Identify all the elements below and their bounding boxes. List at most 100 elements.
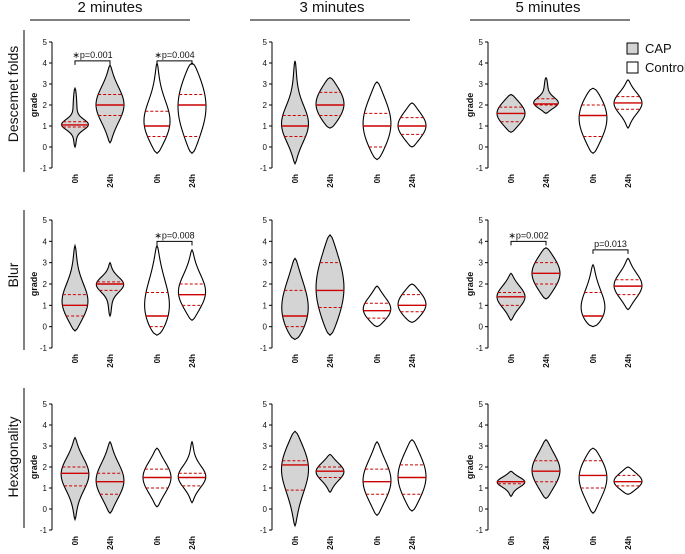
panel-blur-2-minutes-x-tick-label: 24h xyxy=(106,354,115,368)
panel-descemet-folds-2-minutes-violin-cap-0h xyxy=(60,86,90,149)
panel-hexagonality-5-minutes-y-tick-label: 1 xyxy=(479,484,484,493)
panel-blur-3-minutes-y-tick-label: 4 xyxy=(263,237,268,246)
panel-blur-2-minutes-y-tick-label: -1 xyxy=(40,344,48,353)
panel-hexagonality-2-minutes-y-tick-label: 5 xyxy=(43,400,48,409)
panel-blur-2-minutes-y-tick-label: 4 xyxy=(43,237,48,246)
panel-blur-5-minutes-p-value-label: p=0.013 xyxy=(594,239,627,249)
panel-hexagonality-3-minutes-violin-control-24h xyxy=(397,438,427,512)
panel-blur-3-minutes-y-tick-label: 1 xyxy=(263,301,268,310)
panel-blur-2-minutes-x-tick-label: 0h xyxy=(153,354,162,363)
panel-blur-3-minutes-x-tick-label: 24h xyxy=(326,354,335,368)
panel-descemet-folds-2-minutes-significance-bracket xyxy=(156,60,193,65)
panel-descemet-folds-3-minutes-x-tick-label: 24h xyxy=(408,174,417,188)
panel-descemet-folds-2-minutes-x-tick-label: 24h xyxy=(106,174,115,188)
panel-hexagonality-3-minutes-y-tick-label: 2 xyxy=(263,463,268,472)
panel-descemet-folds-2-minutes-y-tick-label: 5 xyxy=(43,38,48,47)
panel-blur-5-minutes-y-tick-label: 3 xyxy=(479,259,484,268)
panel-blur-5-minutes-violin-control-0h xyxy=(580,263,606,328)
panel-descemet-folds-3-minutes-violin-control-24h xyxy=(397,102,427,148)
panel-hexagonality-2-minutes-y-tick-label: 2 xyxy=(43,463,48,472)
panel-hexagonality-2-minutes-violin-cap-0h xyxy=(60,436,90,522)
panel-blur-5-minutes-p-value-label: ∗p=0.002 xyxy=(508,230,548,240)
panel-descemet-folds-5-minutes-y-tick-label: 0 xyxy=(479,143,484,152)
panel-hexagonality-5-minutes-y-tick-label: 5 xyxy=(479,400,484,409)
panel-blur-3-minutes-y-tick-label: 5 xyxy=(263,216,268,225)
panel-hexagonality-5-minutes-violin-control-0h xyxy=(578,447,608,514)
panel-hexagonality-3-minutes-x-tick-label: 24h xyxy=(326,536,335,550)
panel-blur-5-minutes-x-tick-label: 0h xyxy=(507,354,516,363)
panel-blur-5-minutes-y-tick-label: 5 xyxy=(479,216,484,225)
panel-hexagonality-5-minutes-y-tick-label: 4 xyxy=(479,421,484,430)
panel-hexagonality-2-minutes-y-tick-label: -1 xyxy=(40,526,48,535)
panel-descemet-folds-3-minutes-y-tick-label: 0 xyxy=(263,143,268,152)
panel-descemet-folds-5-minutes-x-tick-label: 24h xyxy=(624,174,633,188)
panel-descemet-folds-2-minutes-p-value-label: ∗p=0.004 xyxy=(154,50,194,60)
panel-descemet-folds-2-minutes-x-tick-label: 0h xyxy=(153,174,162,183)
panel-hexagonality-3-minutes-y-tick-label: 4 xyxy=(263,421,268,430)
panel-blur-2-minutes-violin-cap-24h xyxy=(95,261,125,318)
panel-hexagonality-5-minutes-y-tick-label: 3 xyxy=(479,442,484,451)
panel-blur-2-minutes-significance-bracket xyxy=(156,240,193,246)
panel-blur-2-minutes-y-tick-label: 5 xyxy=(43,216,48,225)
panel-descemet-folds-3-minutes-y-tick-label: -1 xyxy=(260,164,268,173)
column-header-5min: 5 minutes xyxy=(515,0,580,16)
panel-hexagonality-2-minutes-violin-control-24h xyxy=(177,440,207,504)
panel-blur-3-minutes-x-tick-label: 24h xyxy=(408,354,417,368)
panel-hexagonality-2-minutes-x-tick-label: 0h xyxy=(71,536,80,545)
panel-blur-3-minutes-y-tick-label: 2 xyxy=(263,280,268,289)
panel-hexagonality-3-minutes-violin-cap-0h xyxy=(280,430,310,528)
panel-blur-5-minutes-y-tick-label: 1 xyxy=(479,301,484,310)
panel-blur-2-minutes-x-tick-label: 24h xyxy=(188,354,197,368)
panel-descemet-folds-2-minutes-violin-cap-24h xyxy=(95,63,125,144)
panel-hexagonality-5-minutes-violin-cap-24h xyxy=(531,438,561,500)
panel-blur-3-minutes-violin-cap-24h xyxy=(315,234,345,336)
panel-blur-5-minutes-x-tick-label: 0h xyxy=(589,354,598,363)
panel-blur-3-minutes-violin-control-0h xyxy=(362,285,392,328)
panel-descemet-folds-2-minutes-x-tick-label: 0h xyxy=(71,174,80,183)
panel-blur-5-minutes-x-tick-label: 24h xyxy=(542,354,551,368)
panel-descemet-folds-2-minutes-y-tick-label: 3 xyxy=(43,80,48,89)
panel-blur-2-minutes-p-value-label: ∗p=0.008 xyxy=(154,230,194,240)
legend-label-control: Control xyxy=(645,60,685,75)
panel-hexagonality-3-minutes-y-tick-label: -1 xyxy=(260,526,268,535)
panel-blur-5-minutes-y-tick-label: -1 xyxy=(476,344,484,353)
panel-descemet-folds-5-minutes-y-tick-label: 5 xyxy=(479,38,484,47)
panel-blur-5-minutes-y-tick-label: 2 xyxy=(479,280,484,289)
panel-descemet-folds-5-minutes-violin-cap-24h xyxy=(533,76,559,115)
row-label-hexagonality: Hexagonality xyxy=(5,417,21,498)
panel-descemet-folds-2-minutes-y-tick-label: 4 xyxy=(43,59,48,68)
panel-blur-5-minutes-significance-bracket xyxy=(510,240,547,246)
panel-descemet-folds-5-minutes-y-tick-label: 2 xyxy=(479,101,484,110)
panel-hexagonality-2-minutes-y-axis-label: grade xyxy=(29,455,39,480)
panel-hexagonality-5-minutes-x-tick-label: 24h xyxy=(542,536,551,550)
row-label-descemet-folds: Descemet folds xyxy=(5,46,21,142)
panel-hexagonality-5-minutes-y-axis-label: grade xyxy=(465,455,475,480)
panel-hexagonality-3-minutes-y-tick-label: 0 xyxy=(263,505,268,514)
legend-swatch-cap xyxy=(626,42,639,55)
panel-hexagonality-2-minutes-y-tick-label: 0 xyxy=(43,505,48,514)
panel-hexagonality-2-minutes-y-tick-label: 1 xyxy=(43,484,48,493)
panel-hexagonality-5-minutes-y-tick-label: 0 xyxy=(479,505,484,514)
panel-blur-2-minutes-y-tick-label: 1 xyxy=(43,301,48,310)
panel-descemet-folds-3-minutes-violin-cap-0h xyxy=(280,60,310,166)
panel-hexagonality-3-minutes-x-tick-label: 0h xyxy=(373,536,382,545)
panel-hexagonality-3-minutes-violin-control-0h xyxy=(362,440,392,517)
panel-grid: -1 0 1 2 3 4 5 grade 0h 24h 0h 24h ∗p=0.001 ∗p=0.004 -… xyxy=(29,38,643,550)
panel-blur-2-minutes-y-tick-label: 3 xyxy=(43,259,48,268)
panel-hexagonality-3-minutes-y-tick-label: 3 xyxy=(263,442,268,451)
panel-hexagonality-5-minutes-y-tick-label: -1 xyxy=(476,526,484,535)
panel-blur-2-minutes-y-axis-label: grade xyxy=(29,272,39,297)
panel-blur-5-minutes-violin-control-24h xyxy=(613,257,643,311)
panel-descemet-folds-3-minutes-violin-cap-24h xyxy=(315,77,345,129)
panel-hexagonality-3-minutes-x-tick-label: 0h xyxy=(291,536,300,545)
panel-descemet-folds-3-minutes-x-tick-label: 0h xyxy=(373,174,382,183)
panel-hexagonality-5-minutes-violin-cap-0h xyxy=(496,470,526,498)
panel-descemet-folds-2-minutes-y-tick-label: 1 xyxy=(43,122,48,131)
panel-blur-3-minutes-y-tick-label: 3 xyxy=(263,259,268,268)
panel-hexagonality-5-minutes-x-tick-label: 0h xyxy=(589,536,598,545)
panel-blur-3-minutes-violin-control-24h xyxy=(397,283,427,323)
legend-swatch-control xyxy=(626,61,639,74)
column-header-2min: 2 minutes xyxy=(77,0,142,16)
panel-descemet-folds-5-minutes-y-axis-label: grade xyxy=(465,93,475,118)
